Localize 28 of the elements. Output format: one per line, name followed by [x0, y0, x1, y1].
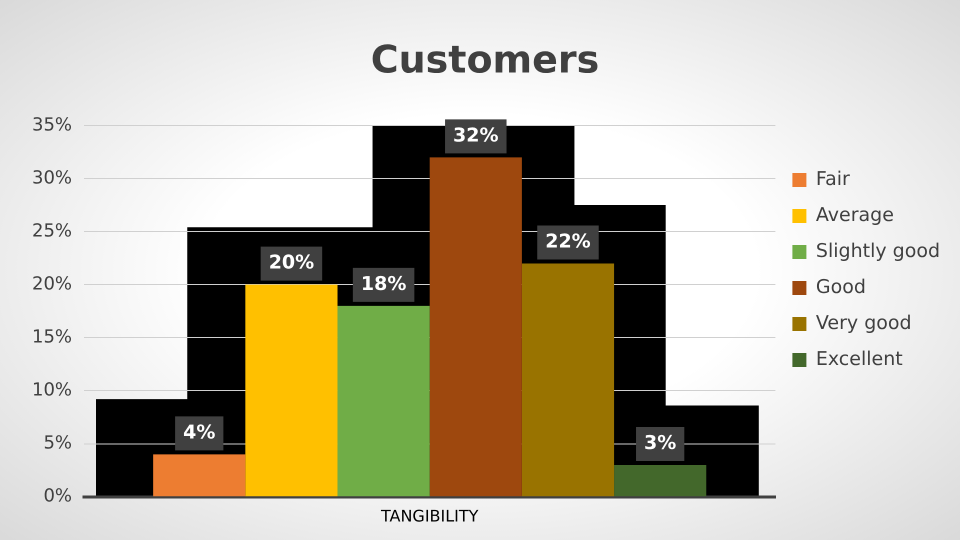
bar — [522, 263, 614, 496]
y-tick-label: 25% — [32, 220, 72, 242]
x-tick-label: TANGIBILITY — [380, 506, 479, 526]
text: 18% — [360, 272, 406, 295]
legend-label: Fair — [816, 168, 850, 190]
bar — [245, 284, 338, 496]
legend-label: Very good — [816, 312, 912, 334]
chart-title: Customers — [370, 38, 600, 82]
text: 20% — [268, 252, 314, 274]
legend-label: Excellent — [816, 348, 903, 370]
y-tick-label: 20% — [32, 273, 72, 294]
y-tick-label: 35% — [32, 114, 72, 136]
legend-label: Average — [816, 204, 894, 226]
text: 32% — [453, 124, 499, 146]
text: 22% — [545, 230, 591, 252]
bar — [153, 454, 246, 496]
y-tick-label: 0% — [43, 485, 72, 506]
bar — [614, 464, 706, 496]
y-tick-label: 5% — [43, 432, 72, 454]
bar — [338, 306, 430, 496]
bar — [430, 157, 522, 496]
y-tick-label: 30% — [32, 167, 72, 188]
text: 3% — [644, 432, 676, 454]
y-tick-label: 15% — [32, 326, 72, 348]
y-tick-label: 10% — [32, 379, 72, 400]
text: 4% — [183, 421, 216, 444]
legend-label: Good — [816, 276, 866, 298]
legend-label: Slightly good — [816, 240, 940, 262]
